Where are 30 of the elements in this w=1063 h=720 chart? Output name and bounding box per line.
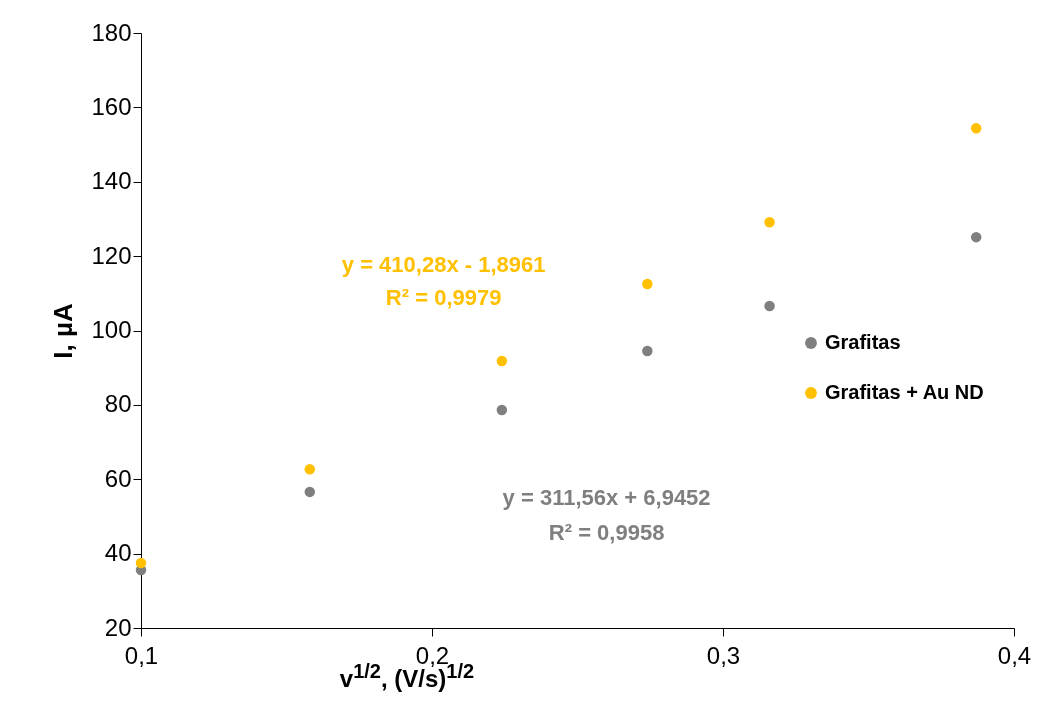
point xyxy=(304,486,316,498)
point xyxy=(642,345,653,357)
y-tick-label: 180 xyxy=(91,18,132,46)
point xyxy=(135,557,147,569)
y-tick-label: 120 xyxy=(91,241,132,269)
y-axis-title: I, µA xyxy=(48,303,79,359)
y-tick-label: 60 xyxy=(104,464,132,492)
legend-label: Grafitas + Au ND xyxy=(825,381,984,403)
y-tick-label: 40 xyxy=(104,539,132,567)
point xyxy=(496,355,508,367)
annotation: R² = 0,9958 xyxy=(548,520,665,546)
point xyxy=(764,217,775,228)
point xyxy=(496,404,508,416)
x-tick-label: 0,4 xyxy=(997,641,1032,669)
point xyxy=(642,278,653,290)
annotation: y = 311,56x + 6,9452 xyxy=(502,484,711,510)
annotation: R² = 0,9979 xyxy=(385,285,502,311)
y-tick-label: 140 xyxy=(91,167,132,195)
y-tick-label: 160 xyxy=(91,92,132,120)
point xyxy=(764,300,775,312)
x-tick-label: 0,3 xyxy=(706,641,741,669)
point xyxy=(304,463,316,475)
legend-label: Grafitas xyxy=(825,331,901,353)
y-tick-label: 20 xyxy=(104,613,132,641)
annotation: y = 410,28x - 1,8961 xyxy=(341,252,546,278)
y-tick-label: 100 xyxy=(91,316,132,343)
point xyxy=(970,231,982,243)
point xyxy=(970,122,982,134)
y-tick-label: 80 xyxy=(104,390,132,418)
x-tick-label: 0,1 xyxy=(124,641,159,669)
